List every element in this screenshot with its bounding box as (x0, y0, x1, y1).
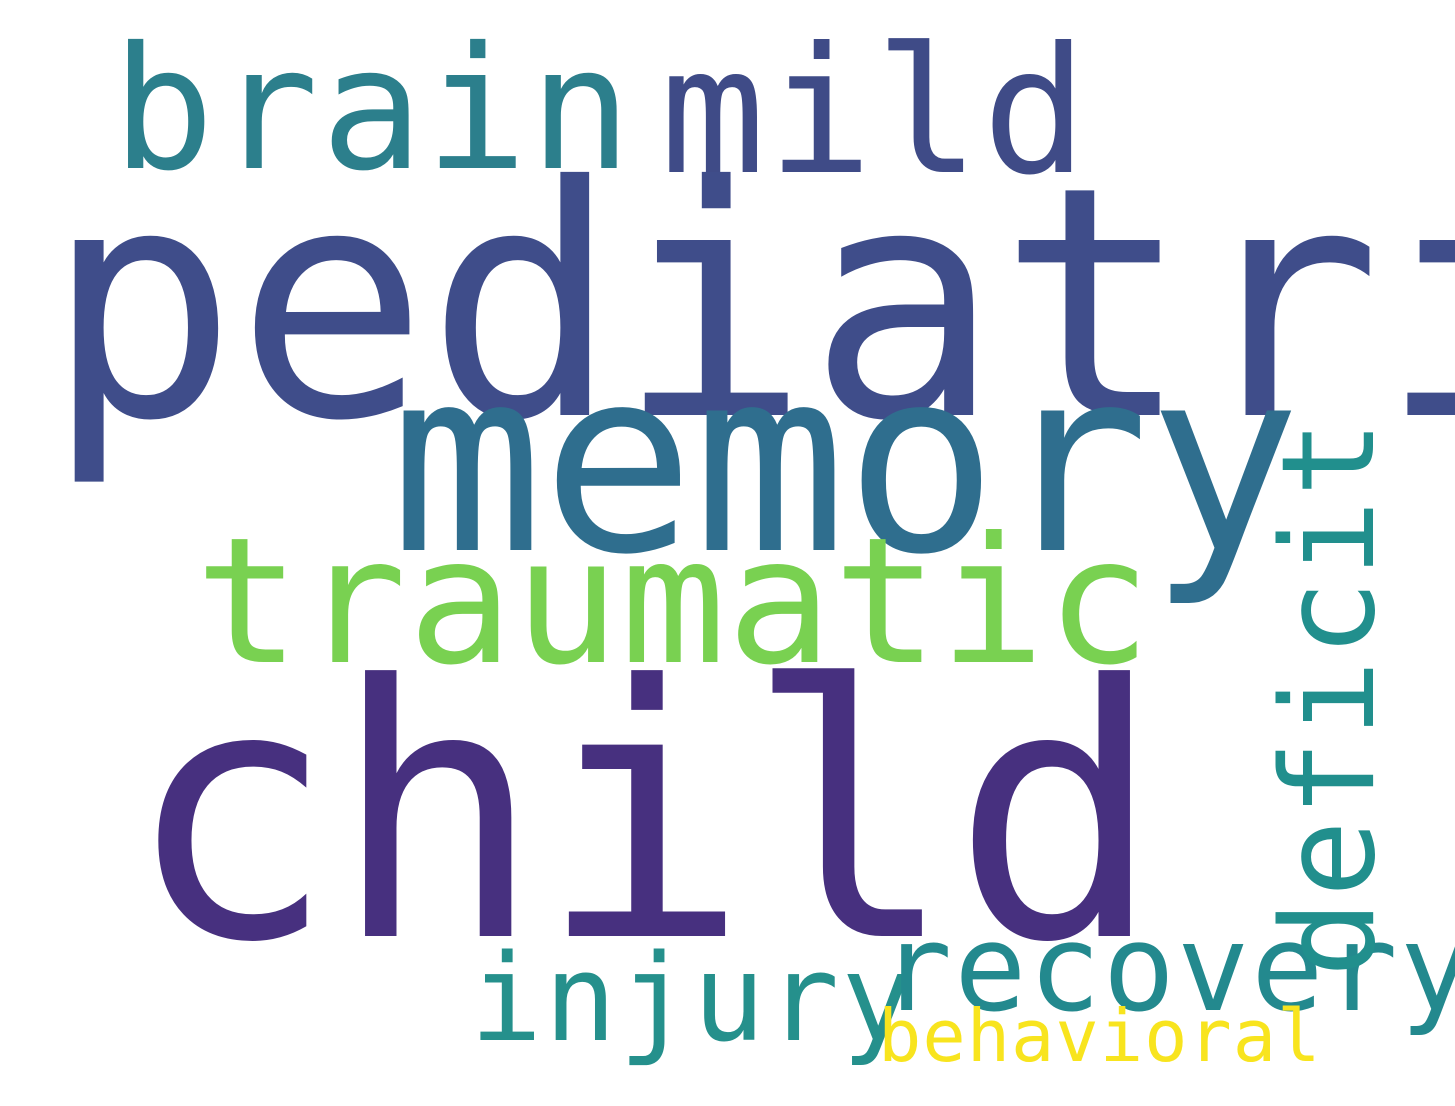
word-memory: memory (390, 314, 1301, 611)
word-traumatic: traumatic (195, 501, 1153, 704)
word-mild: mild (660, 11, 1090, 214)
word-child: child (125, 611, 1163, 1019)
word-behavioral: behavioral (878, 994, 1322, 1078)
word-pediatric: pediatric (45, 119, 1455, 491)
word-recovery: recovery (880, 900, 1455, 1039)
word-brain: brain (112, 11, 634, 209)
word-deficit: deficit (1255, 416, 1405, 978)
word-injury: injury (470, 930, 916, 1069)
